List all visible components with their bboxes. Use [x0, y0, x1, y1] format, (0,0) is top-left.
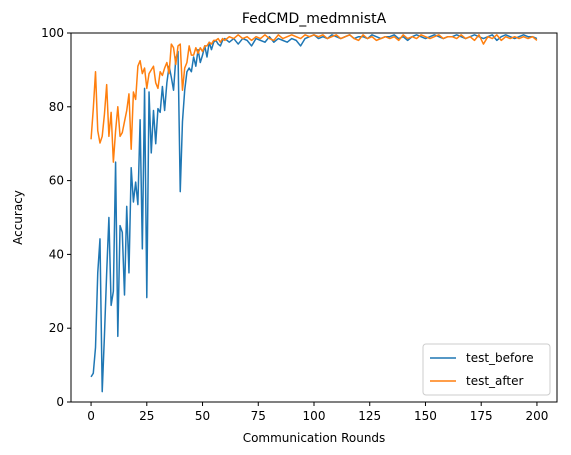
chart-title: FedCMD_medmnistA [242, 11, 387, 27]
y-axis-ticks: 0 20 40 60 80 100 [41, 26, 71, 409]
x-tick-label: 150 [414, 409, 437, 423]
y-tick-label: 40 [49, 247, 64, 261]
x-tick-label: 175 [470, 409, 493, 423]
y-tick-label: 20 [49, 321, 64, 335]
series-line-test-after [90, 34, 538, 163]
x-tick-label: 100 [303, 409, 326, 423]
y-tick-label: 80 [49, 100, 64, 114]
legend: test_before test_after [422, 343, 551, 396]
x-tick-label: 75 [251, 409, 266, 423]
x-tick-label: 200 [525, 409, 548, 423]
x-tick-label: 25 [139, 409, 154, 423]
x-tick-label: 50 [195, 409, 210, 423]
series-layer [90, 34, 538, 393]
y-axis-label: Accuracy [11, 190, 25, 245]
legend-label: test_after [466, 374, 524, 388]
x-tick-label: 0 [87, 409, 95, 423]
legend-label: test_before [466, 351, 534, 365]
x-tick-label: 125 [358, 409, 381, 423]
y-tick-label: 60 [49, 174, 64, 188]
y-tick-label: 100 [41, 26, 64, 40]
x-axis-ticks: 0 25 50 75 100 125 150 175 200 [87, 402, 548, 423]
x-axis-label: Communication Rounds [243, 431, 386, 445]
series-line-test-before [90, 34, 538, 393]
y-tick-label: 0 [56, 395, 64, 409]
legend-box [422, 343, 551, 396]
